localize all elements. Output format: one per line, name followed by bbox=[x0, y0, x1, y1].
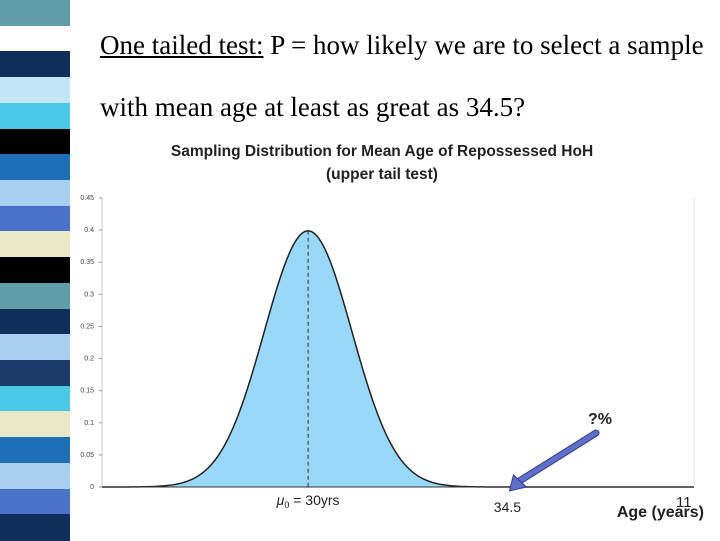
tail-arrow-shaft bbox=[519, 433, 596, 481]
stripe-block bbox=[0, 77, 70, 104]
stripe-block bbox=[0, 103, 70, 130]
slide-title: One tailed test: P = how likely we are t… bbox=[100, 14, 710, 138]
stripe-block bbox=[0, 180, 70, 207]
y-tick-label: 0.1 bbox=[84, 420, 94, 427]
stripe-block bbox=[0, 437, 70, 464]
stripe-block bbox=[0, 257, 70, 284]
y-tick-label: 0.05 bbox=[80, 452, 94, 459]
y-tick-label: 0.25 bbox=[80, 323, 94, 330]
mean-label: μ0 = 30yrs bbox=[276, 492, 340, 510]
y-tick-label: 0.4 bbox=[84, 227, 94, 234]
y-tick-label: 0.3 bbox=[84, 291, 94, 298]
y-tick-label: 0.15 bbox=[80, 388, 94, 395]
stripe-block bbox=[0, 360, 70, 387]
critical-value-label: 34.5 bbox=[494, 499, 521, 515]
slide-title-lead: One tailed test: bbox=[100, 30, 263, 60]
decorative-stripe bbox=[0, 0, 70, 540]
slide-number: 11 bbox=[676, 494, 692, 511]
chart-area: 0 0.05 0.1 0.15 0.2 0.25 0.3 0.35 0.4 0.45 μ0 = 30… bbox=[72, 130, 720, 540]
y-tick-label: 0 bbox=[90, 484, 94, 491]
chart-title: Sampling Distribution for Mean Age of Re… bbox=[132, 143, 632, 161]
stripe-block bbox=[0, 0, 70, 27]
stripe-block bbox=[0, 334, 70, 361]
stripe-block bbox=[0, 489, 70, 516]
stripe-block bbox=[0, 231, 70, 258]
y-tick-label: 0.45 bbox=[80, 195, 94, 202]
stripe-block bbox=[0, 154, 70, 181]
tail-annotation: ?% bbox=[588, 411, 612, 428]
stripe-block bbox=[0, 51, 70, 78]
y-tick-label: 0.2 bbox=[84, 356, 94, 363]
stripe-block bbox=[0, 411, 70, 438]
distribution-area bbox=[102, 231, 694, 487]
stripe-block bbox=[0, 386, 70, 413]
chart-svg: 0 0.05 0.1 0.15 0.2 0.25 0.3 0.35 0.4 0.45 μ0 = 30… bbox=[72, 130, 720, 540]
stripe-block bbox=[0, 283, 70, 310]
stripe-block bbox=[0, 514, 70, 541]
stripe-block bbox=[0, 26, 70, 53]
stripe-block bbox=[0, 129, 70, 156]
distribution-curve bbox=[102, 231, 694, 487]
stripe-block bbox=[0, 309, 70, 336]
y-tick-label: 0.35 bbox=[80, 259, 94, 266]
stripe-block bbox=[0, 206, 70, 233]
stripe-block bbox=[0, 463, 70, 490]
chart-subtitle: (upper tail test) bbox=[132, 166, 632, 184]
